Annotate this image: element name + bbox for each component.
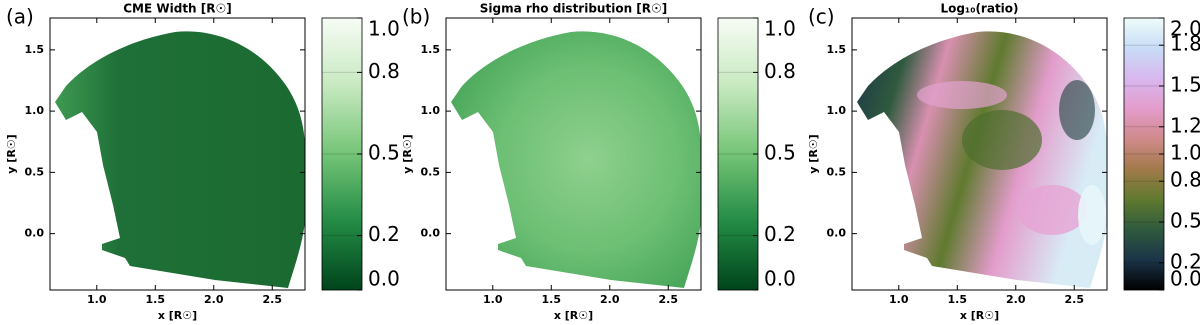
y-axis-label: y [R☉] <box>5 134 18 173</box>
map-a <box>55 31 305 288</box>
x-tick-label: 2.5 <box>658 293 678 306</box>
colorbar-tick-label: 1.0 <box>368 17 400 41</box>
colorbar-tick-label: 0.5 <box>764 141 796 165</box>
x-axis-label: x [R☉] <box>554 309 593 322</box>
x-tick-label: 1.5 <box>542 293 562 306</box>
colorbar <box>321 17 363 291</box>
y-tick-label: 1.5 <box>827 43 847 56</box>
x-tick-label: 2.5 <box>1064 293 1084 306</box>
x-tick-label: 1.5 <box>948 293 968 306</box>
chart-title: CME Width [R☉] <box>123 2 232 16</box>
y-tick-label: 0.0 <box>25 227 45 240</box>
y-tick-label: 1.0 <box>421 104 441 117</box>
panel-label: (a) <box>6 5 34 29</box>
colorbar-tick-label: 0.5 <box>368 141 400 165</box>
x-tick-label: 1.5 <box>146 293 166 306</box>
chart-title: Log₁₀(ratio) <box>940 2 1018 16</box>
colorbar <box>1123 17 1165 291</box>
colorbar <box>717 17 759 291</box>
chart-title: Sigma rho distribution [R☉] <box>480 2 668 16</box>
colorbar-tick-label: 0.0 <box>764 267 796 291</box>
x-tick-label: 1.0 <box>483 293 503 306</box>
colorbar-tick-label: 0.8 <box>368 59 400 83</box>
colorbar-tick-label: 1.0 <box>1170 141 1200 165</box>
x-tick-label: 2.0 <box>1006 293 1026 306</box>
map-b <box>451 31 701 288</box>
colorbar-tick-label: 1.0 <box>764 17 796 41</box>
x-axis-label: x [R☉] <box>960 309 999 322</box>
y-axis-label: y [R☉] <box>401 134 414 173</box>
colorbar-tick-label: 0.0 <box>368 267 400 291</box>
map-c <box>857 31 1107 288</box>
colorbar-tick-label: 0.2 <box>764 222 796 246</box>
plot-frame <box>851 17 1108 291</box>
colorbar-tick-label: 0.5 <box>1170 209 1200 233</box>
colorbar-tick-label: 0.0 <box>1170 267 1200 291</box>
colorbar-tick-label: 1.5 <box>1170 73 1200 97</box>
y-tick-label: 1.0 <box>25 104 45 117</box>
x-tick-label: 2.0 <box>600 293 620 306</box>
y-tick-label: 0.5 <box>421 165 441 178</box>
colorbar-tick-label: 0.2 <box>368 222 400 246</box>
colorbar-tick-label: 1.8 <box>1170 32 1200 56</box>
plot-frame <box>49 17 306 291</box>
panel-label: (c) <box>808 5 835 29</box>
y-tick-label: 1.0 <box>827 104 847 117</box>
x-tick-label: 2.5 <box>262 293 282 306</box>
panel-label: (b) <box>402 5 430 29</box>
y-tick-label: 0.0 <box>827 227 847 240</box>
y-tick-label: 1.5 <box>25 43 45 56</box>
colorbar-tick-label: 0.8 <box>764 59 796 83</box>
x-tick-label: 2.0 <box>204 293 224 306</box>
colorbar-tick-label: 0.2 <box>1170 249 1200 273</box>
x-axis-label: x [R☉] <box>158 309 197 322</box>
y-tick-label: 0.5 <box>827 165 847 178</box>
y-tick-label: 0.0 <box>421 227 441 240</box>
colorbar-tick-label: 0.8 <box>1170 168 1200 192</box>
plot-frame <box>445 17 702 291</box>
y-axis-label: y [R☉] <box>807 134 820 173</box>
y-tick-label: 1.5 <box>421 43 441 56</box>
x-tick-label: 1.0 <box>87 293 107 306</box>
colorbar-tick-label: 2.0 <box>1170 17 1200 41</box>
colorbar-tick-label: 1.2 <box>1170 113 1200 137</box>
x-tick-label: 1.0 <box>889 293 909 306</box>
y-tick-label: 0.5 <box>25 165 45 178</box>
